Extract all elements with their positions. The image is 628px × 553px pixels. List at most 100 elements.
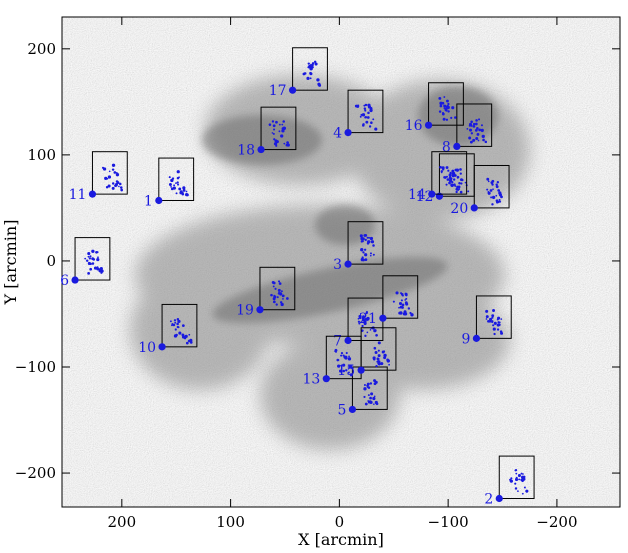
star-point [449, 171, 452, 175]
field-origin-dot [344, 129, 352, 137]
star-point [450, 183, 454, 187]
field-origin-dot [256, 306, 264, 314]
star-point [442, 111, 444, 114]
star-point [360, 237, 364, 241]
star-point [484, 140, 488, 144]
star-point [362, 251, 365, 254]
star-point [372, 118, 375, 121]
star-point [514, 482, 517, 485]
star-point [497, 321, 500, 324]
star-point [476, 132, 480, 136]
star-point [275, 120, 278, 124]
field-19: 19 [236, 266, 296, 319]
star-point [364, 334, 367, 337]
star-point [181, 192, 185, 196]
star-point [363, 321, 367, 326]
star-point [464, 181, 467, 184]
star-point [188, 333, 191, 336]
star-point [273, 138, 276, 141]
star-point [281, 294, 285, 298]
star-point [497, 189, 501, 192]
star-point [485, 315, 489, 319]
star-point [487, 191, 491, 195]
star-point [87, 272, 90, 275]
star-point [362, 123, 365, 126]
star-point [364, 402, 368, 406]
star-point [115, 184, 118, 187]
star-point [309, 72, 313, 76]
star-point [311, 63, 314, 67]
field-box [292, 47, 328, 91]
star-point [357, 320, 361, 323]
star-point [520, 472, 523, 475]
star-point [467, 190, 470, 193]
star-point [377, 349, 380, 352]
field-origin-dot [344, 260, 352, 268]
star-point [489, 189, 493, 192]
star-point [271, 132, 274, 134]
star-point [492, 327, 496, 331]
star-point [318, 83, 322, 87]
field-origin-dot [424, 121, 433, 129]
star-point [474, 122, 478, 126]
star-point [404, 292, 407, 295]
star-point [367, 105, 372, 109]
star-point [438, 110, 442, 113]
star-point [175, 182, 177, 185]
star-point [102, 167, 107, 171]
star-point [439, 103, 442, 106]
star-point [282, 298, 284, 300]
star-point [272, 300, 276, 304]
star-point [366, 242, 370, 245]
star-point [171, 187, 174, 191]
star-point [468, 136, 472, 140]
field-8: 8 [442, 103, 493, 155]
star-point [307, 62, 310, 65]
star-point [404, 299, 407, 301]
sky-background [62, 17, 620, 507]
star-point [442, 168, 445, 171]
star-point [491, 183, 494, 186]
star-point [374, 127, 378, 131]
star-point [351, 367, 354, 370]
star-point [309, 77, 312, 80]
star-point [373, 395, 376, 398]
star-point [178, 320, 180, 322]
field-label: 6 [60, 273, 69, 289]
star-point [342, 369, 346, 373]
star-point [337, 364, 341, 368]
star-point [282, 126, 286, 130]
star-point [345, 351, 348, 355]
field-14: 14 [408, 151, 468, 203]
field-box [347, 89, 384, 134]
star-point [443, 96, 446, 98]
star-point [370, 392, 374, 396]
star-point [176, 322, 179, 326]
star-point [495, 183, 498, 186]
star-point [496, 318, 499, 321]
star-point [459, 168, 462, 171]
star-point [361, 113, 366, 117]
star-point [271, 281, 275, 284]
field-box [91, 151, 128, 195]
star-point [184, 334, 188, 338]
star-point [450, 116, 453, 119]
x-tick-label: −200 [536, 513, 577, 531]
star-point [278, 291, 280, 294]
star-point [374, 350, 378, 354]
star-point [523, 486, 526, 489]
star-point [373, 346, 377, 350]
star-point [106, 177, 109, 180]
star-point [369, 236, 374, 241]
star-point [360, 248, 364, 252]
star-point [273, 128, 276, 131]
star-point [492, 309, 496, 312]
star-point [475, 119, 478, 122]
star-point [448, 178, 453, 183]
star-point [181, 335, 186, 339]
star-point [448, 181, 451, 185]
star-point [369, 400, 372, 403]
star-point [369, 382, 373, 385]
star-point [459, 190, 463, 194]
star-point [445, 118, 449, 121]
